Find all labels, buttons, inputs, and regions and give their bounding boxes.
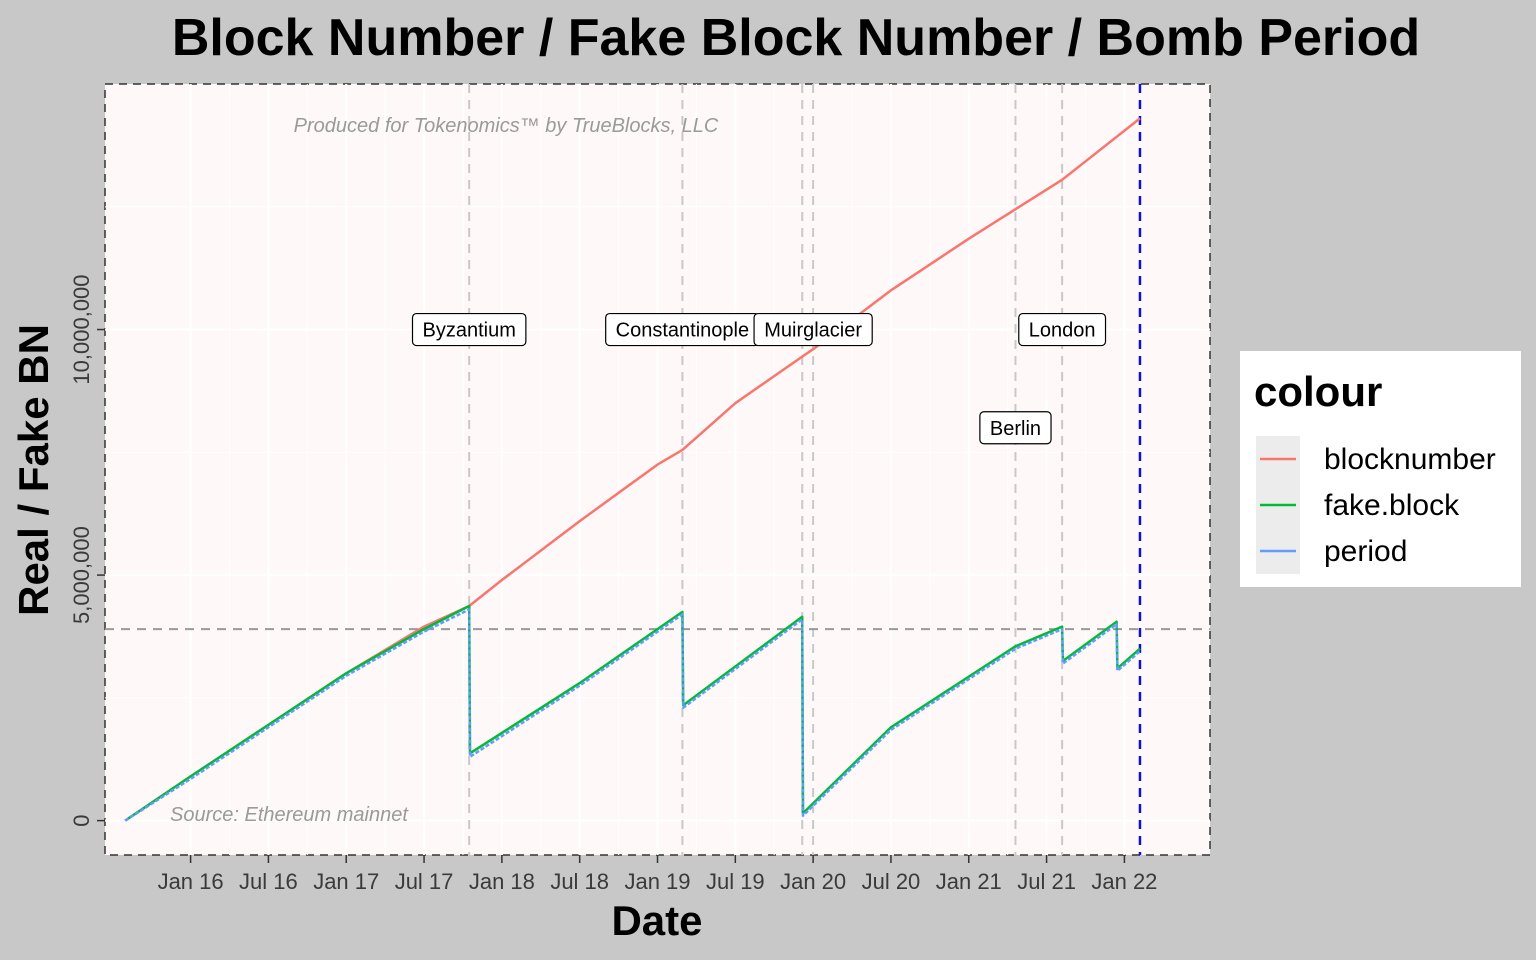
x-tick-label: Jan 19 [624,869,690,894]
series-line-period [124,608,1141,822]
annotation-box [753,312,873,347]
x-tick-label: Jul 16 [239,869,298,894]
x-axis: Jan 16 Jul 16 Jan 17 Jul 17 Jan 18 Jul 18 Jan … [158,855,1157,894]
annotation-label: Byzantium [422,320,515,342]
legend: colour blocknumber fake.block period [1240,351,1521,587]
credit-bottom: Source: Ethereum mainnet [170,804,409,826]
x-tick-label: Jul 19 [706,869,765,894]
y-tick-label: 5,000,000 [69,526,94,624]
annotation-muirglacier: Muirglacier [753,312,873,347]
x-tick-label: Jul 20 [862,869,921,894]
x-axis-title: Date [611,897,702,944]
y-axis: 0 5,000,000 10,000,000 [69,274,105,827]
annotation-constantinople: Constantinople [605,312,760,347]
x-tick-label: Jan 21 [936,869,1002,894]
legend-title: colour [1254,368,1382,415]
legend-label: period [1324,535,1407,568]
x-tick-label: Jul 21 [1017,869,1076,894]
credit-top: Produced for Tokenomics™ by TrueBlocks, … [294,115,719,137]
annotation-label: Constantinople [616,320,749,342]
y-tick-label: 10,000,000 [69,274,94,384]
annotation-label: London [1029,320,1096,342]
legend-items: blocknumber fake.block period [1256,436,1496,574]
legend-item-period: period [1256,528,1407,574]
x-tick-label: Jul 18 [550,869,609,894]
annotation-box [411,312,527,347]
annotation-box [1018,312,1107,347]
legend-item-fake-block: fake.block [1256,482,1460,528]
y-tick-label: 0 [69,814,94,826]
x-tick-label: Jan 22 [1091,869,1157,894]
x-tick-label: Jan 18 [469,869,535,894]
x-tick-label: Jan 20 [780,869,846,894]
series-lines [124,117,1141,822]
annotation-box [979,411,1052,445]
x-tick-label: Jul 17 [395,869,454,894]
legend-label: blocknumber [1324,443,1496,476]
grid [105,84,1210,855]
annotation-london: London [1018,312,1107,347]
y-axis-title: Real / Fake BN [10,324,57,616]
legend-label: fake.block [1324,489,1460,522]
annotation-byzantium: Byzantium [411,312,527,347]
chart-title: Block Number / Fake Block Number / Bomb … [172,9,1420,67]
x-tick-label: Jan 17 [313,869,379,894]
x-tick-label: Jan 16 [158,869,224,894]
legend-item-blocknumber: blocknumber [1256,436,1496,482]
annotation-berlin: Berlin [979,411,1052,445]
reference-lines [105,84,1210,855]
annotation-label: Berlin [990,418,1041,440]
annotations: Byzantium Constantinople Muirglacier Berlin… [411,312,1107,445]
annotation-label: Muirglacier [764,320,862,342]
